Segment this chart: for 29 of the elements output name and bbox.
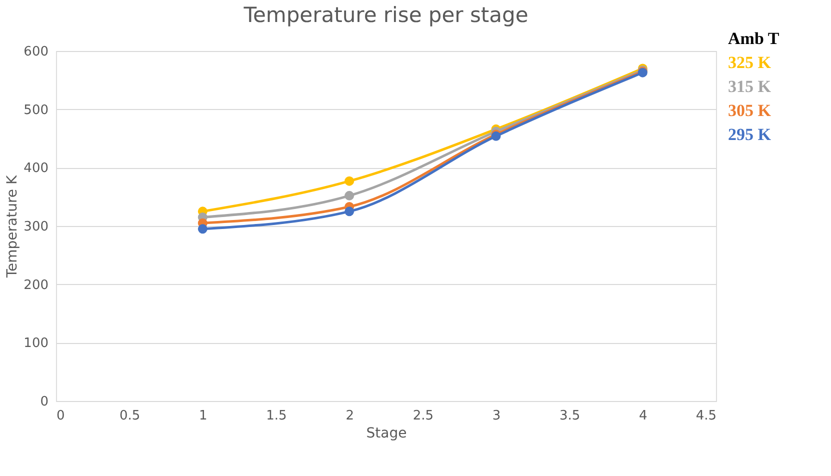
point: [344, 176, 354, 186]
y-tick-label: 600: [24, 44, 48, 60]
x-tick-label: 4.5: [696, 408, 716, 424]
x-tick-label: 2.5: [412, 408, 434, 424]
text: 325 K: [728, 53, 772, 72]
point: [344, 206, 354, 216]
text: 305 K: [728, 101, 772, 120]
x-tick-label: 1: [199, 408, 208, 424]
x-tick-label: 0: [56, 408, 65, 424]
text: 315 K: [728, 77, 772, 96]
y-tick-label: 500: [24, 102, 48, 118]
x-tick-label: 2: [346, 408, 354, 424]
point: [344, 190, 354, 200]
text: 295 K: [728, 125, 772, 144]
y-tick-label: 0: [40, 394, 48, 410]
y-tick-label: 300: [24, 220, 48, 234]
x-tick-label: 1.5: [266, 408, 287, 424]
chart-title: Temperature rise per stage: [242, 3, 528, 27]
x-axis-title: Stage: [366, 426, 407, 442]
y-tick-label: 100: [24, 336, 48, 352]
x-tick-label: 0.5: [119, 408, 140, 424]
x-tick-label: 3: [492, 408, 501, 424]
x-tick-label: 3.5: [559, 408, 580, 424]
y-axis-title: Temperature K: [4, 174, 21, 279]
y-tick-label: 400: [24, 161, 48, 176]
legend-title: Amb T: [728, 29, 780, 48]
y-tick-label: 200: [24, 278, 48, 293]
x-tick-label: 4: [639, 408, 648, 424]
point: [198, 224, 208, 234]
